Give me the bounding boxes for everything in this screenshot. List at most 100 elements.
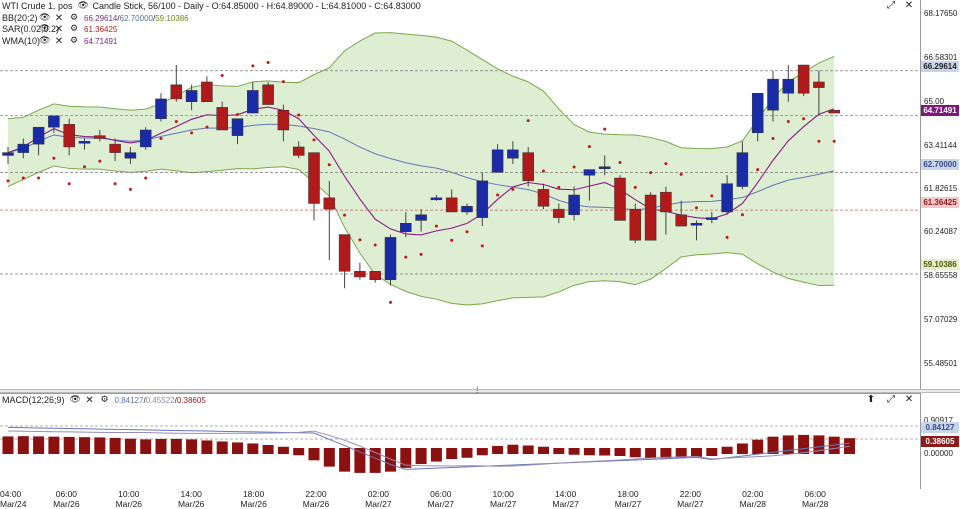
bb-lower-value: 59.10386 (155, 13, 189, 23)
price-chart-canvas[interactable] (0, 0, 920, 390)
macd-histogram-bar (400, 448, 412, 468)
eye-icon[interactable]: 👁 (39, 12, 51, 23)
macd-histogram-bar (492, 445, 504, 454)
price-tick-label: 61.82615 (924, 184, 958, 193)
expand-icon[interactable]: ⤢ (887, 0, 895, 11)
price-tick-label: 63.41144 (924, 141, 957, 150)
indicator-row-macd: MACD(12;26;9) 👁 ✕ ⚙ 0.84127/0.45522/0.38… (2, 395, 206, 407)
date-label: Mar/27 (365, 499, 392, 509)
value-separator: / (152, 13, 156, 23)
bull-candle (2, 152, 14, 156)
sar-dot (557, 185, 561, 189)
close-icon[interactable]: ✕ (54, 12, 64, 24)
macd-histogram-bar (660, 448, 672, 459)
macd-signal-value: 0.45522 (145, 396, 175, 405)
sar-dot (404, 255, 408, 259)
bear-candle (537, 189, 550, 207)
bear-candle (675, 214, 687, 227)
macd-histogram-bar (415, 448, 427, 465)
bull-candle (415, 214, 427, 221)
macd-tick-label: 0.90917 (924, 416, 953, 425)
gear-icon[interactable]: ⚙ (69, 24, 79, 34)
macd-tick-label: 0.00000 (924, 449, 953, 458)
sar-dot (771, 136, 775, 140)
bull-candle (124, 152, 137, 159)
price-tick-label: 58.65558 (924, 271, 958, 280)
macd-canvas[interactable] (0, 394, 920, 489)
sar-dot (832, 139, 836, 143)
time-tick-label: 18:00 Mar/27 (608, 489, 648, 509)
indicator-legend: WTI Crude 1. pos 👁 Candle Stick, 56/100 … (2, 1, 421, 47)
macd-histogram-bar (33, 436, 45, 454)
sar-dot (144, 176, 148, 180)
time-label: 14:00 (554, 489, 577, 499)
price-chart-pane[interactable]: WTI Crude 1. pos 👁 Candle Stick, 56/100 … (0, 0, 921, 390)
price-tag: 61.36425 (921, 197, 959, 208)
macd-histogram-bar (109, 437, 121, 454)
sar-dot (358, 238, 362, 242)
time-tick-label: 10:00 Mar/27 (483, 489, 523, 509)
time-label: 18:00 (242, 489, 265, 499)
restore-icon[interactable]: ⤢ (887, 394, 895, 405)
bull-candle (78, 141, 91, 144)
macd-histogram-bar (369, 448, 381, 473)
macd-histogram-bar (553, 448, 565, 454)
sar-dot (98, 159, 102, 163)
bollinger-upper-line (7, 32, 835, 150)
bear-candle (308, 152, 320, 204)
sar-dot (786, 120, 790, 124)
indicator-name: BB(20;2) (2, 12, 38, 23)
time-tick-label: 06:00 Mar/26 (46, 489, 86, 509)
gear-icon[interactable]: ⚙ (69, 35, 79, 46)
gear-icon[interactable]: ⚙ (100, 395, 109, 405)
time-tick-label: 02:00 Mar/27 (358, 489, 398, 509)
date-label: Mar/27 (552, 499, 579, 509)
time-tick-label: 22:00 Mar/27 (670, 489, 710, 509)
sar-dot (190, 131, 194, 135)
macd-histogram-bar (645, 448, 657, 459)
close-icon[interactable]: ✕ (54, 24, 64, 35)
bear-candle (262, 84, 274, 105)
bear-candle (629, 208, 642, 241)
sar-dot (83, 165, 86, 169)
bear-candle (109, 143, 121, 153)
macd-histogram-bar (216, 441, 228, 454)
bear-candle (338, 234, 351, 272)
time-axis[interactable]: 04:00 Mar/24 06:00 Mar/26 10:00 Mar/26 14:00 Ma… (0, 488, 920, 509)
sar-dot (526, 119, 530, 123)
macd-histogram-value: 0.38605 (176, 396, 206, 405)
eye-icon[interactable]: 👁 (77, 1, 89, 11)
move-up-icon[interactable]: ⬆ (866, 394, 876, 405)
close-icon[interactable]: ✕ (54, 35, 64, 47)
eye-icon[interactable]: 👁 (39, 24, 51, 34)
sar-value: 61.36425 (84, 25, 118, 34)
gear-icon[interactable]: ⚙ (69, 12, 79, 23)
bear-candle (553, 208, 565, 218)
pane-splitter[interactable]: ⁞ (0, 385, 960, 395)
close-icon[interactable]: ✕ (85, 395, 94, 406)
sar-dot (205, 125, 209, 129)
bear-candle (828, 109, 840, 114)
macd-histogram-bar (232, 442, 243, 454)
macd-tag: 0.84127 (921, 422, 959, 433)
date-label: Mar/26 (177, 499, 205, 509)
sar-dot (419, 252, 423, 256)
eye-icon[interactable]: 👁 (69, 395, 81, 405)
symbol-row: WTI Crude 1. pos 👁 Candle Stick, 56/100 … (2, 1, 421, 13)
bull-candle (706, 217, 718, 220)
drag-handle-icon[interactable]: ⁞ (476, 385, 479, 395)
indicator-values: 66.29614/62.70000/59.10386 (84, 13, 189, 25)
eye-icon[interactable]: 👁 (39, 35, 51, 46)
date-label: Mar/26 (240, 499, 267, 509)
price-tag: 59.10386 (921, 259, 959, 270)
sar-dot (587, 145, 591, 149)
macd-histogram-bar (48, 436, 60, 454)
macd-pane[interactable]: MACD(12;26;9) 👁 ✕ ⚙ 0.84127/0.45522/0.38… (0, 393, 921, 489)
macd-histogram-bar (614, 448, 626, 457)
close-icon[interactable]: ✕ (904, 394, 914, 405)
time-label: 06:00 (804, 489, 826, 499)
macd-histogram-bar (247, 443, 259, 454)
time-tick-label: 10:00 Mar/26 (109, 489, 149, 509)
close-icon[interactable]: ✕ (904, 0, 914, 11)
price-axis[interactable]: 68.17650 66.58301 65.00 63.41144 61.82615 60.… (921, 0, 960, 488)
